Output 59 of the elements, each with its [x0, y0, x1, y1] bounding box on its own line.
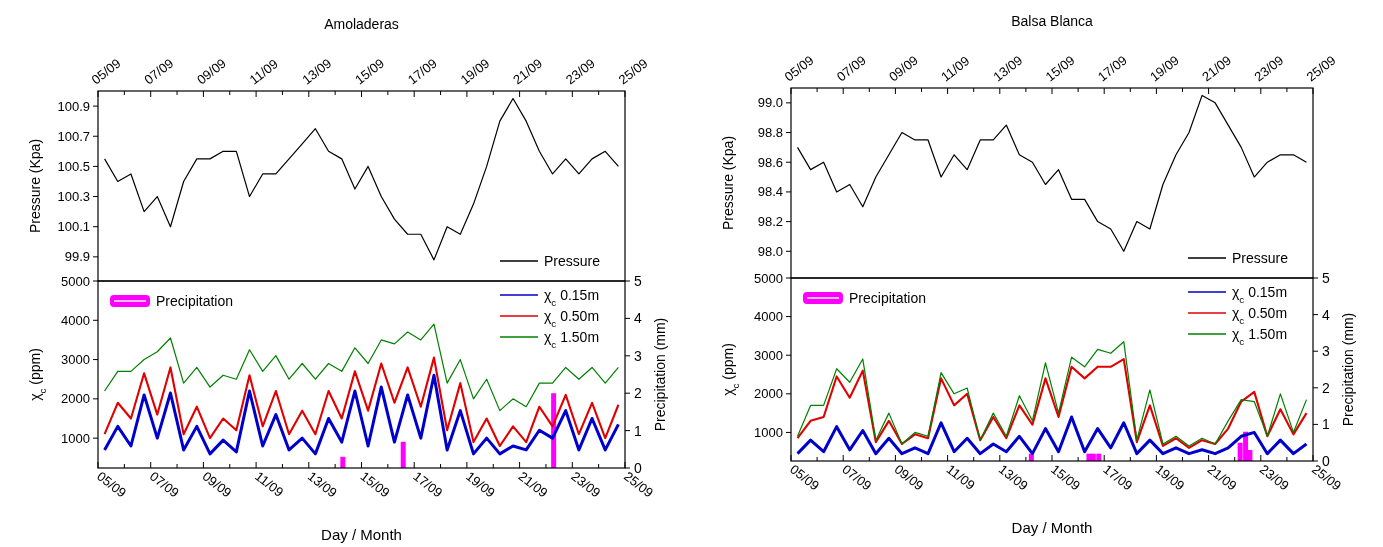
y-tick-label: 5000 — [61, 273, 90, 289]
y-tick-label: 5000 — [754, 270, 783, 286]
line-series — [796, 94, 1308, 252]
legend-label: Precipitation — [156, 293, 234, 309]
y-tick-label: 3000 — [754, 347, 783, 363]
legend-label: Precipitation — [849, 290, 927, 306]
y-tick-label: 2000 — [61, 391, 90, 407]
y2-tick-label: 5 — [1322, 270, 1330, 286]
line-series — [103, 356, 620, 448]
legend-label: χ$_{c}$ 0.50m — [544, 308, 600, 329]
line-series — [103, 323, 620, 412]
legend-label: Pressure — [544, 253, 601, 269]
y-tick-label: 100.1 — [57, 219, 90, 235]
legend-label: χ$_{c}$ 0.15m — [1232, 284, 1288, 305]
y2-tick-label: 0 — [1322, 453, 1330, 469]
y-tick-label: 2000 — [754, 386, 783, 402]
y-tick-label: 98.4 — [757, 184, 783, 200]
chart-title: Balsa Blanca — [1011, 13, 1094, 29]
y-tick-label: 3000 — [61, 352, 90, 368]
line-series — [796, 358, 1308, 449]
y2-axis-title: Precipitation (mm) — [652, 317, 668, 432]
y-tick-label: 98.6 — [757, 154, 783, 170]
y2-tick-label: 3 — [634, 347, 642, 364]
y2-tick-label: 2 — [1322, 379, 1330, 396]
legend-label: χ$_{c}$ 1.50m — [1232, 326, 1288, 347]
y-axis-title: Pressure (Kpa) — [27, 138, 43, 234]
y2-tick-label: 5 — [634, 273, 642, 289]
y-tick-label: 100.5 — [57, 158, 90, 174]
y2-tick-label: 1 — [634, 422, 642, 439]
chart-title: Amoladeras — [324, 16, 399, 32]
line-series — [103, 373, 620, 456]
x-axis-title: Day / Month — [321, 526, 402, 543]
legend-label: Pressure — [1232, 250, 1289, 266]
y2-axis-title: Precipitation (mm) — [1340, 312, 1356, 427]
y-tick-label: 100.9 — [57, 98, 90, 114]
y-tick-label: 98.0 — [757, 243, 783, 259]
x-axis-title: Day / Month — [1011, 519, 1093, 536]
line-series — [796, 415, 1308, 456]
y2-tick-label: 4 — [634, 310, 642, 327]
legend-label: χ$_{c}$ 0.15m — [544, 287, 600, 308]
y2-tick-label: 3 — [1322, 343, 1330, 360]
y-tick-label: 99.0 — [757, 95, 783, 111]
y-tick-label: 98.8 — [757, 125, 783, 141]
y-tick-label: 4000 — [61, 312, 90, 328]
y-tick-label: 99.9 — [64, 249, 90, 265]
y-tick-label: 100.3 — [57, 189, 90, 205]
y-tick-label: 4000 — [754, 309, 783, 325]
y-tick-label: 98.2 — [757, 214, 783, 230]
y-tick-label: 100.7 — [57, 128, 90, 144]
y2-tick-label: 1 — [1322, 416, 1330, 433]
y-tick-label: 1000 — [754, 424, 783, 440]
y2-tick-label: 4 — [1322, 306, 1330, 323]
legend-label: χ$_{c}$ 0.50m — [1232, 305, 1288, 326]
y2-tick-label: 0 — [634, 460, 642, 476]
line-series — [796, 341, 1308, 447]
legend-label: χ$_{c}$ 1.50m — [544, 329, 600, 350]
y2-tick-label: 2 — [634, 385, 642, 402]
y-tick-label: 1000 — [61, 430, 90, 446]
y-axis-title: Pressure (Kpa) — [720, 135, 736, 231]
